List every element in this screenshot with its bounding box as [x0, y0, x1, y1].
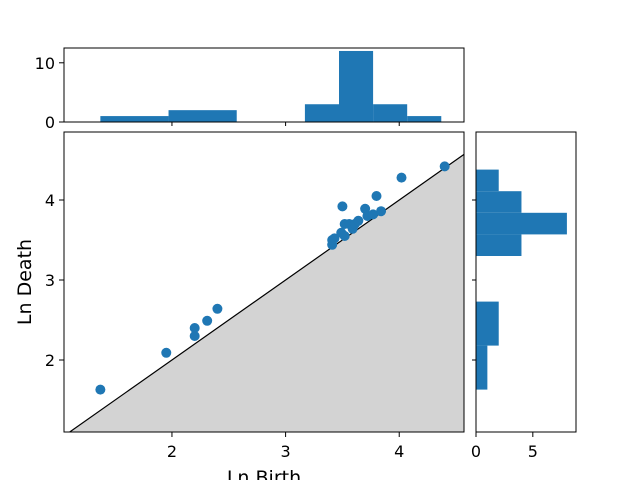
right-histogram-bar-1 [476, 301, 499, 346]
x-axis-label: Ln Birth [227, 467, 301, 480]
top-histogram-bar-0 [100, 116, 169, 122]
diagonal-shaded-region [64, 154, 464, 432]
diagonal-line [69, 153, 465, 433]
scatter-point-0 [95, 384, 106, 395]
y-axis-label: Ln Death [14, 239, 36, 325]
top-histogram-bar-2 [304, 104, 339, 122]
top-y-tick-label-0: 0 [45, 113, 55, 132]
right-histogram-bar-2 [476, 234, 522, 256]
scatter-point-16 [353, 215, 364, 226]
scatter-point-19 [368, 209, 379, 220]
y-tick-label-1: 3 [45, 271, 55, 290]
top-histogram-panel: 0 10 [35, 47, 465, 132]
scatter-point-21 [376, 206, 387, 217]
scatter-point-20 [371, 191, 382, 201]
top-histogram-bar-4 [373, 104, 408, 122]
scatter-point-3 [189, 323, 200, 333]
scatter-point-2 [189, 331, 200, 341]
scatter-point-5 [212, 303, 223, 314]
scatter-point-22 [396, 172, 407, 183]
scatter-point-10 [339, 231, 350, 241]
right-histogram-bar-3 [476, 212, 567, 235]
right-histogram-bar-4 [476, 191, 522, 213]
top-histogram-frame [63, 47, 465, 123]
y-tick-label-2: 4 [45, 191, 55, 210]
right-x-tick-label-0: 0 [471, 442, 481, 461]
top-y-tick-label-1: 10 [35, 54, 55, 73]
main-scatter-panel: 2 3 4 2 3 4 [45, 131, 465, 461]
x-tick-label-0: 2 [167, 442, 177, 461]
top-histogram-bar-5 [407, 116, 442, 122]
scatter-point-8 [329, 233, 340, 244]
right-histogram-frame [475, 131, 577, 433]
scatter-point-4 [202, 315, 213, 326]
y-tick-label-0: 2 [45, 351, 55, 370]
scatter-point-23 [439, 161, 450, 172]
top-histogram-bar-1 [168, 110, 237, 122]
right-x-tick-label-1: 5 [528, 442, 538, 461]
x-tick-label-1: 3 [280, 442, 290, 461]
x-tick-label-2: 4 [394, 442, 404, 461]
scatter-point-1 [161, 347, 172, 358]
top-histogram-bar-3 [339, 50, 374, 122]
main-plot-frame [63, 131, 465, 433]
scatter-point-11 [337, 201, 348, 212]
right-histogram-bar-0 [476, 345, 488, 390]
right-histogram-bar-5 [476, 169, 499, 192]
